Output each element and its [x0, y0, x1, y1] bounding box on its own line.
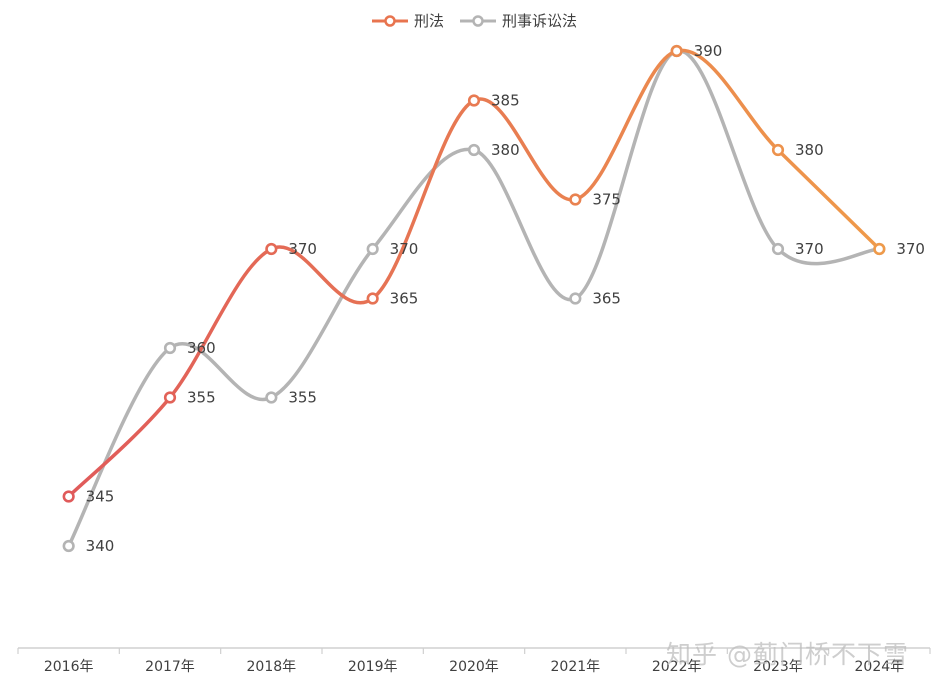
- data-label-criminal-law: 355: [187, 389, 216, 407]
- legend-label-criminal-procedure-law: 刑事诉讼法: [502, 12, 578, 30]
- marker-criminal-procedure-law: [163, 341, 177, 355]
- data-labels: 340 360 355 370 380 365 370 345 355 370 365 385 375 3…: [86, 42, 925, 555]
- data-label-criminal-procedure-law: 370: [795, 240, 824, 258]
- data-label-criminal-procedure-law: 370: [390, 240, 419, 258]
- data-label-criminal-procedure-law: 360: [187, 339, 216, 357]
- x-tick-label: 2022年: [652, 659, 702, 675]
- data-label-criminal-law: 365: [390, 290, 419, 308]
- watermark: 知乎 @蓟门桥不下雪: [666, 640, 909, 669]
- data-label-criminal-law: 345: [86, 488, 115, 506]
- data-label-criminal-procedure-law: 380: [491, 141, 520, 159]
- data-label-criminal-procedure-law: 365: [592, 290, 621, 308]
- x-tick-label: 2023年: [753, 659, 803, 675]
- x-tick-label: 2018年: [247, 659, 297, 675]
- marker-criminal-law: [467, 94, 481, 107]
- data-label-criminal-procedure-law: 340: [86, 537, 115, 555]
- marker-criminal-procedure-law: [569, 292, 582, 305]
- data-label-criminal-procedure-law: 355: [288, 389, 317, 407]
- series-line-criminal-procedure-law: [66, 49, 882, 548]
- marker-criminal-law: [670, 44, 683, 58]
- x-tick-label: 2019年: [348, 659, 398, 675]
- legend-item-criminal-law: 刑法: [370, 10, 444, 31]
- data-label-criminal-law: 370: [288, 240, 317, 258]
- data-label-criminal-law: 390: [694, 42, 723, 60]
- x-tick-label: 2020年: [449, 659, 499, 675]
- marker-criminal-procedure-law: [771, 242, 785, 256]
- data-label-criminal-law: 375: [592, 191, 621, 209]
- marker-criminal-law: [771, 143, 785, 157]
- x-tick-label: 2024年: [855, 659, 905, 675]
- legend-swatch-criminal-law: [372, 14, 408, 27]
- legend-swatch-criminal-procedure-law: [460, 14, 497, 27]
- marker-criminal-procedure-law: [265, 391, 278, 404]
- legend-label-criminal-law: 刑法: [414, 12, 445, 30]
- data-label-criminal-law: 370: [896, 240, 925, 258]
- marker-criminal-procedure-law: [62, 539, 75, 553]
- marker-criminal-law: [163, 391, 177, 404]
- x-axis: 2016年 2017年 2018年 2019年 2020年 2021年 2022年 2023年…: [17, 647, 931, 675]
- x-tick-label: 2021年: [551, 659, 601, 675]
- series-lines: [66, 48, 882, 548]
- x-tick-label: 2016年: [44, 659, 94, 675]
- series-markers: [62, 44, 886, 553]
- marker-criminal-law: [569, 193, 582, 206]
- data-label-criminal-law: 380: [795, 141, 824, 159]
- legend-item-criminal-procedure-law: 刑事诉讼法: [458, 10, 577, 31]
- x-tick-label: 2017年: [145, 659, 195, 675]
- series-line-criminal-law: [66, 48, 882, 499]
- data-label-criminal-law: 385: [491, 92, 520, 110]
- legend: 刑法 刑事诉讼法: [370, 10, 591, 31]
- marker-criminal-law: [873, 242, 886, 256]
- marker-criminal-procedure-law: [467, 143, 481, 157]
- marker-criminal-procedure-law: [366, 242, 379, 256]
- marker-criminal-law: [265, 242, 278, 256]
- marker-criminal-law: [62, 490, 75, 503]
- marker-criminal-law: [366, 292, 379, 305]
